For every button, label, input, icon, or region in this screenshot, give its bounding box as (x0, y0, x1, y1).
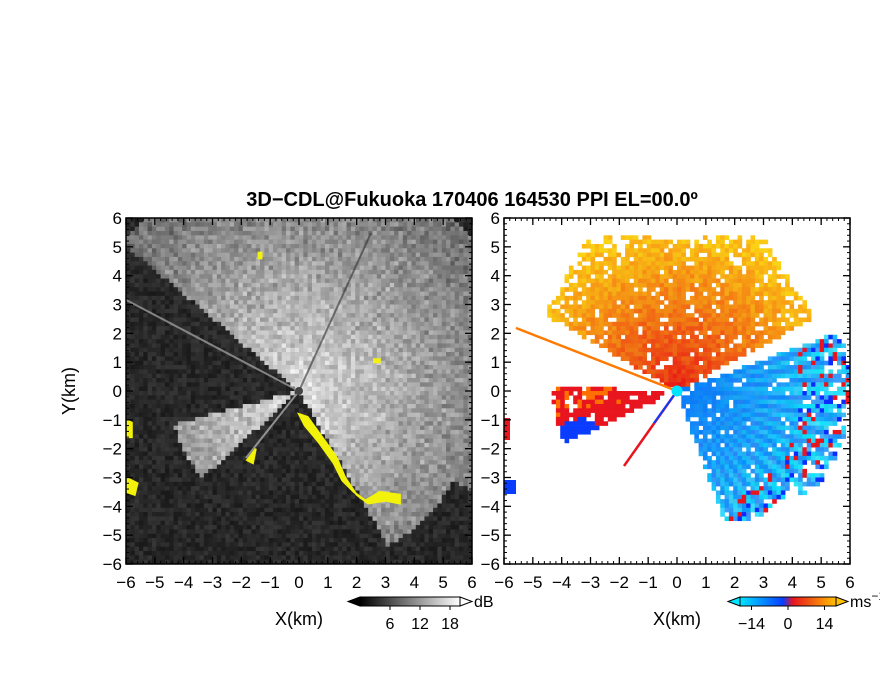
x-tick-label: 6 (845, 573, 854, 592)
colorbar-tick-label: 0 (784, 616, 793, 633)
colorbar-tick-label: 6 (386, 616, 395, 633)
x-tick-label: 5 (816, 573, 825, 592)
x-tick-label: −2 (232, 573, 251, 592)
x-tick-label: 2 (730, 573, 739, 592)
colorbar-unit-exponent: −1 (871, 589, 880, 603)
y-tick-label: −2 (103, 440, 122, 459)
y-tick-label: 4 (491, 267, 500, 286)
x-tick-label: −6 (116, 573, 135, 592)
y-tick-label: 5 (113, 238, 122, 257)
x-tick-label: −2 (610, 573, 629, 592)
y-tick-label: 6 (113, 209, 122, 228)
x-tick-label: 4 (410, 573, 419, 592)
x-tick-label: 3 (381, 573, 390, 592)
y-tick-label: −5 (103, 526, 122, 545)
x-tick-label: 2 (352, 573, 361, 592)
x-tick-label: 1 (701, 573, 710, 592)
y-tick-label: 3 (113, 296, 122, 315)
x-tick-label: 6 (467, 573, 476, 592)
y-tick-label: 6 (491, 209, 500, 228)
x-tick-label: −4 (174, 573, 193, 592)
x-tick-label: 5 (438, 573, 447, 592)
y-tick-label: −6 (481, 555, 500, 574)
colorbar-tick-label: 18 (441, 616, 459, 633)
reflectivity-xlabel: X(km) (275, 609, 323, 629)
reflectivity-colorbar: 6 12 18 dB (346, 594, 494, 633)
colorbar-tick-label: −14 (738, 616, 765, 633)
y-tick-label: 1 (491, 353, 500, 372)
x-tick-label: −1 (638, 573, 657, 592)
x-tick-label: 1 (323, 573, 332, 592)
velocity-xlabel: X(km) (653, 609, 701, 629)
y-tick-label: −3 (481, 469, 500, 488)
y-tick-label: −3 (103, 469, 122, 488)
y-tick-label: 1 (113, 353, 122, 372)
colorbar-unit: ms−1 (850, 589, 880, 611)
x-tick-label: −4 (552, 573, 571, 592)
y-tick-label: −2 (481, 440, 500, 459)
y-tick-label: −1 (103, 411, 122, 430)
y-tick-label: −4 (103, 497, 122, 516)
x-tick-label: 4 (788, 573, 797, 592)
x-tick-label: −6 (494, 573, 513, 592)
colorbar-tick-label: 14 (816, 616, 834, 633)
x-tick-label: 3 (759, 573, 768, 592)
y-tick-label: 5 (491, 238, 500, 257)
x-tick-label: −5 (523, 573, 542, 592)
y-tick-label: 2 (113, 324, 122, 343)
y-tick-label: −6 (103, 555, 122, 574)
colorbar-unit: dB (474, 594, 494, 611)
x-tick-label: 0 (294, 573, 303, 592)
x-tick-label: 0 (672, 573, 681, 592)
chart-title: 3D−CDL@Fukuoka 170406 164530 PPI EL=00.0… (246, 189, 698, 211)
x-tick-label: −1 (260, 573, 279, 592)
y-tick-label: 3 (491, 296, 500, 315)
y-tick-label: 0 (113, 382, 122, 401)
y-tick-label: −5 (481, 526, 500, 545)
x-tick-label: −3 (203, 573, 222, 592)
y-tick-label: 2 (491, 324, 500, 343)
x-tick-label: −5 (145, 573, 164, 592)
velocity-image (504, 218, 850, 564)
y-tick-label: 4 (113, 267, 122, 286)
reflectivity-image (126, 218, 472, 564)
y-tick-label: 0 (491, 382, 500, 401)
velocity-colorbar: −14 0 14 ms−1 (726, 589, 880, 633)
x-tick-label: −3 (581, 573, 600, 592)
reflectivity-ylabel: Y(km) (59, 367, 79, 415)
y-tick-label: −1 (481, 411, 500, 430)
y-tick-label: −4 (481, 497, 500, 516)
colorbar-tick-label: 12 (411, 616, 429, 633)
